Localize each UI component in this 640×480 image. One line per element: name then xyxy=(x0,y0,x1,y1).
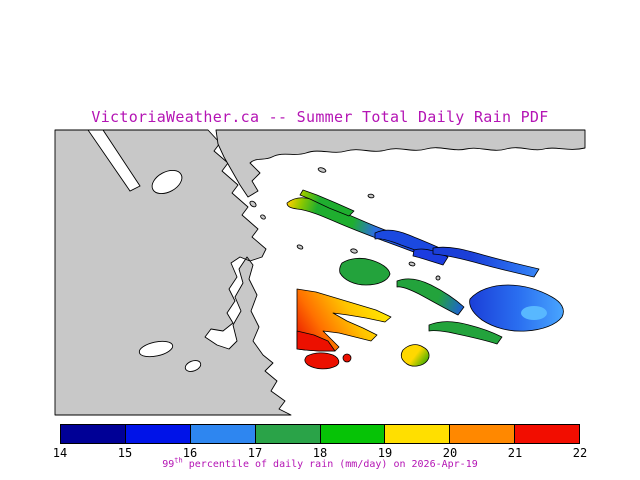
colorbar-segment xyxy=(125,425,191,443)
caption-ordinal: th xyxy=(174,456,183,465)
colorbar-tick: 16 xyxy=(182,446,198,460)
coast-vancouver-island xyxy=(54,129,292,416)
lake xyxy=(184,360,202,372)
fjord-inlet xyxy=(87,129,141,192)
figure-title: VictoriaWeather.ca -- Summer Total Daily… xyxy=(91,108,549,126)
colorbar-segment xyxy=(515,425,579,443)
islet-group xyxy=(249,167,441,281)
rain-region-yellow-green-island xyxy=(400,344,430,367)
islet xyxy=(350,248,358,254)
caption-number: 99 xyxy=(162,459,175,470)
lake xyxy=(151,169,183,195)
rain-region-red-dot xyxy=(342,353,352,363)
caption-text: percentile of daily rain (mm/day) on 202… xyxy=(182,459,478,470)
rain-region-blue-mass xyxy=(469,284,564,332)
rain-region-blue-blob xyxy=(412,248,449,266)
colorbar-tick: 14 xyxy=(52,446,68,460)
rain-region-red-island xyxy=(304,352,340,370)
colorbar-segment xyxy=(450,425,516,443)
rain-region-green-strip xyxy=(428,321,503,345)
islet xyxy=(296,244,304,250)
islet xyxy=(249,200,257,208)
islet xyxy=(408,261,416,267)
islet xyxy=(435,275,441,281)
colorbar-tick: 22 xyxy=(572,446,588,460)
colorbar-tick: 15 xyxy=(117,446,133,460)
colorbar-tick: 19 xyxy=(377,446,393,460)
colorbar-tick: 18 xyxy=(312,446,328,460)
colorbar-segment xyxy=(190,425,256,443)
islet xyxy=(317,167,327,173)
rain-region-blue-ribbon xyxy=(432,246,540,278)
colorbar-segment xyxy=(255,425,321,443)
colorbar-tick: 20 xyxy=(442,446,458,460)
islet xyxy=(260,214,266,220)
coast-north-shore xyxy=(215,129,586,198)
colorbar-segment xyxy=(385,425,451,443)
water-features xyxy=(87,129,202,372)
colorbar-caption: 99th percentile of daily rain (mm/day) o… xyxy=(0,456,640,470)
lake xyxy=(138,340,174,358)
rain-region-green-blue-island xyxy=(396,278,465,316)
rain-region-red-corner xyxy=(296,330,336,352)
islet xyxy=(367,193,375,199)
rain-regions xyxy=(286,189,564,370)
rain-region-cyan-patch xyxy=(521,306,547,320)
colorbar-tick: 21 xyxy=(507,446,523,460)
colorbar xyxy=(60,424,580,444)
colorbar-segment xyxy=(320,425,386,443)
colorbar-tick: 17 xyxy=(247,446,263,460)
rain-region-chain-sliver xyxy=(299,189,355,217)
colorbar-segment xyxy=(61,425,126,443)
rain-region-green-island xyxy=(339,257,391,286)
land-group xyxy=(54,129,586,416)
